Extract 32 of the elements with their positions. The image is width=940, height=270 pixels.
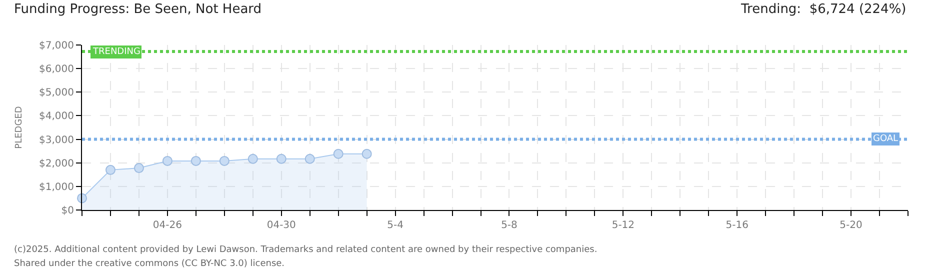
y-tick-label: $1,000 (39, 182, 74, 193)
point (333, 148, 344, 159)
x-tick-label: 5-8 (501, 220, 518, 231)
y-tick-label: $5,000 (39, 88, 74, 99)
point (362, 148, 372, 159)
y-tick-label: $7,000 (39, 40, 74, 52)
x-tick-label: 5-20 (840, 220, 862, 231)
point (105, 164, 116, 175)
y-tick-label: $2,000 (39, 158, 74, 170)
text: Shared under the creative commons (CC BY-NC 3.0) license. (14, 259, 285, 269)
text: (c)2025. Additional content provided by Lewi Dawson. Trademarks and related content are owned by their respective companies. (14, 245, 598, 255)
point (190, 156, 201, 166)
point (162, 156, 172, 166)
ref-line-label: TRENDING (92, 47, 140, 57)
point (248, 154, 258, 164)
chart-title: Funding Progress: Be Seen, Not Heard (14, 2, 262, 17)
chart-subtitle: Trending: $6,724 (224%) (740, 2, 906, 17)
x-tick-label: 5-4 (387, 220, 404, 231)
x-tick-label: 5-16 (726, 220, 748, 231)
point (219, 156, 230, 166)
y-tick-label: $4,000 (39, 111, 74, 122)
x-tick-label: 04-26 (152, 220, 182, 231)
point (276, 154, 286, 164)
ref-line-label: GOAL (873, 134, 898, 144)
point (134, 163, 144, 174)
x-tick-label: 04-30 (266, 220, 296, 231)
point (304, 154, 315, 164)
y-axis-title: PLEDGED (14, 106, 24, 149)
y-tick-label: $0 (61, 206, 74, 216)
x-tick-label: 5-12 (612, 220, 635, 231)
y-tick-label: $6,000 (39, 64, 74, 76)
y-tick-label: $3,000 (39, 134, 74, 146)
